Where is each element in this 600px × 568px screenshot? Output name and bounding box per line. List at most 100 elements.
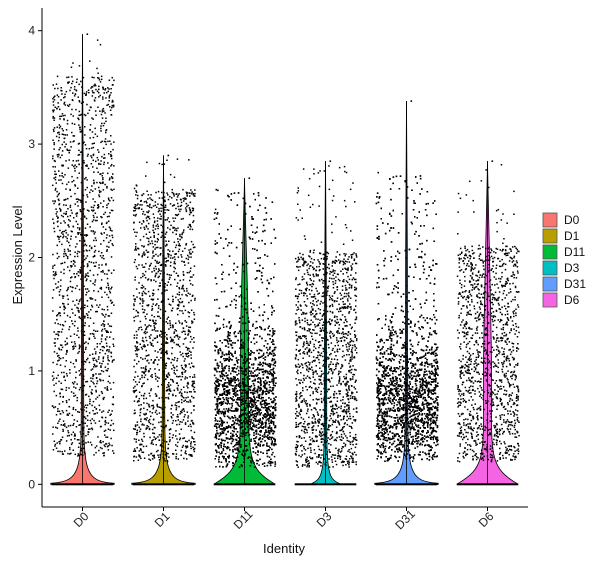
data-point — [106, 330, 108, 332]
data-point — [180, 208, 182, 211]
data-point — [237, 359, 240, 361]
data-point — [165, 441, 168, 443]
data-point — [107, 411, 109, 413]
data-point — [101, 257, 103, 259]
data-point — [188, 249, 190, 251]
data-point — [143, 392, 146, 395]
data-point — [63, 272, 65, 275]
data-point — [103, 200, 105, 202]
data-point — [182, 279, 185, 281]
data-point — [68, 81, 70, 83]
data-point — [193, 376, 196, 378]
data-point — [186, 385, 188, 387]
data-point — [181, 232, 184, 234]
data-point — [52, 267, 54, 269]
data-point — [193, 374, 196, 376]
data-point — [79, 345, 81, 348]
data-point — [166, 376, 169, 378]
data-point — [134, 350, 137, 352]
data-point — [53, 351, 56, 353]
data-point — [159, 334, 161, 336]
data-point — [144, 270, 147, 273]
data-point — [66, 401, 68, 404]
data-point — [53, 406, 55, 409]
data-point — [72, 362, 75, 365]
data-point — [59, 209, 62, 211]
data-point — [52, 84, 54, 86]
data-point — [64, 307, 67, 309]
data-point — [52, 117, 54, 119]
data-point — [255, 418, 257, 421]
data-point — [237, 385, 240, 387]
data-point — [164, 206, 167, 208]
data-point — [166, 318, 168, 320]
data-point — [85, 346, 87, 349]
data-point — [215, 425, 218, 428]
data-point — [100, 125, 102, 127]
data-point — [100, 286, 103, 289]
data-point — [67, 76, 70, 78]
data-point — [182, 327, 185, 329]
data-point — [110, 272, 113, 274]
data-point — [183, 260, 185, 263]
data-point — [141, 374, 143, 377]
data-point — [62, 233, 64, 235]
data-point — [167, 281, 170, 283]
data-point — [94, 237, 97, 239]
data-point — [91, 444, 93, 446]
data-point — [186, 458, 188, 460]
data-point — [75, 166, 78, 168]
data-point — [150, 279, 152, 282]
data-point — [64, 96, 66, 98]
data-point — [219, 376, 222, 378]
data-point — [88, 395, 90, 398]
data-point — [232, 439, 235, 441]
data-point — [84, 404, 87, 406]
data-point — [272, 382, 275, 384]
data-point — [178, 248, 181, 251]
data-point — [141, 438, 143, 441]
data-point — [102, 182, 104, 184]
data-point — [102, 86, 104, 88]
data-point — [176, 414, 179, 416]
data-point — [184, 376, 187, 378]
data-point — [172, 227, 174, 229]
data-point — [142, 272, 144, 275]
data-point — [228, 454, 230, 457]
data-point — [147, 194, 150, 196]
data-point — [173, 331, 176, 333]
data-point — [97, 206, 100, 209]
data-point — [146, 161, 148, 164]
data-point — [176, 304, 179, 306]
data-point — [244, 385, 246, 387]
data-point — [152, 432, 154, 434]
data-point — [64, 93, 66, 96]
data-point — [192, 347, 194, 349]
data-point — [158, 269, 160, 272]
data-point — [104, 434, 106, 436]
data-point — [140, 357, 142, 359]
data-point — [145, 365, 147, 368]
data-point — [154, 323, 156, 325]
data-point — [92, 230, 95, 232]
data-point — [166, 334, 168, 336]
data-point — [148, 454, 150, 456]
data-point — [272, 401, 275, 403]
data-point — [65, 160, 67, 162]
data-point — [97, 358, 100, 360]
data-point — [163, 206, 166, 209]
data-point — [156, 262, 158, 264]
data-point — [141, 348, 144, 350]
data-point — [166, 209, 168, 211]
data-point — [240, 370, 243, 372]
data-point — [219, 379, 221, 382]
data-point — [237, 378, 239, 380]
data-point — [158, 275, 160, 278]
data-point — [72, 92, 74, 94]
data-point — [233, 370, 235, 373]
data-point — [78, 424, 80, 426]
data-point — [61, 175, 63, 177]
data-point — [99, 362, 101, 364]
data-point — [181, 256, 183, 258]
data-point — [177, 250, 180, 253]
